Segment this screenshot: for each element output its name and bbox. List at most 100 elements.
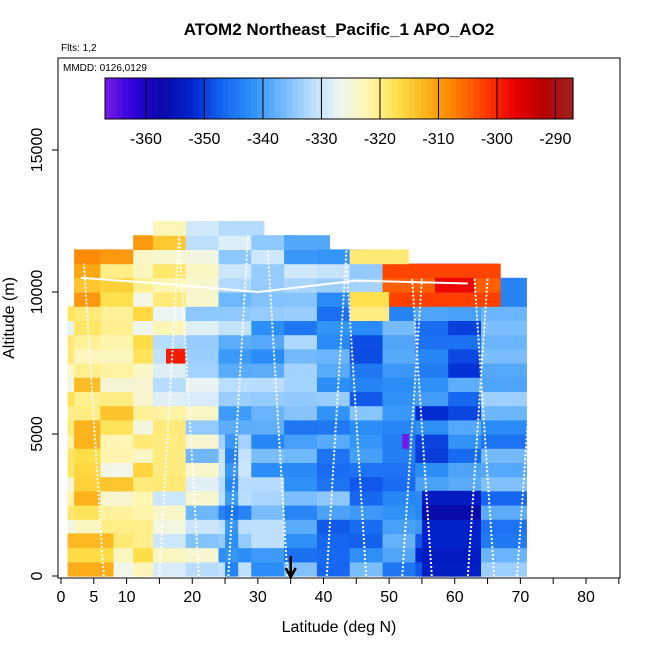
colorbar-frame xyxy=(104,77,574,120)
colorbar-swatch xyxy=(485,78,492,119)
colorbar-swatch xyxy=(555,78,562,119)
heat-patch-cell xyxy=(225,505,239,520)
heat-cell xyxy=(284,235,331,250)
x-axis: 0 5 10 20 30 40 50 60 70 80 xyxy=(57,578,620,606)
colorbar-swatch xyxy=(461,78,469,119)
colorbar-swatch xyxy=(163,78,170,119)
colorbar-swatch xyxy=(204,78,211,119)
colorbar-swatch xyxy=(239,78,246,119)
colorbar-swatch xyxy=(251,78,258,119)
y-axis: 0 5000 10000 15000 xyxy=(29,128,58,580)
flight-track-level-line xyxy=(80,276,468,294)
heat-cell xyxy=(481,462,527,478)
flight-track-line xyxy=(82,263,105,577)
heat-patch-cell xyxy=(225,561,239,577)
heat-cell xyxy=(481,391,527,407)
colorbar-swatch xyxy=(526,78,533,119)
colorbar-swatch xyxy=(415,78,422,119)
colorbar-tick-label: -330 xyxy=(305,131,337,148)
heat-patch-cell xyxy=(225,490,239,506)
colorbar-swatch xyxy=(298,78,305,119)
heat-patch-cell xyxy=(402,434,409,449)
colorbar-swatch xyxy=(467,78,475,119)
heat-cell xyxy=(218,221,265,236)
colorbar-swatch xyxy=(491,78,498,119)
heat-cell xyxy=(481,306,527,321)
flight-track-line xyxy=(266,249,289,577)
colorbar-swatch xyxy=(315,78,323,119)
dates-label: MMDD: 0126,0129 xyxy=(63,63,147,74)
colorbar-swatch xyxy=(286,78,293,119)
flight-tracks xyxy=(80,235,538,577)
heat-patch-cell xyxy=(349,306,390,321)
heat-cell xyxy=(481,334,527,350)
colorbar-swatch xyxy=(450,78,457,119)
colorbar-swatch xyxy=(508,78,516,119)
heat-cell xyxy=(481,363,527,378)
colorbar-swatch xyxy=(245,78,252,119)
heat-patch-cell xyxy=(349,292,390,307)
colorbar-swatch xyxy=(210,78,217,119)
colorbar-swatch xyxy=(362,78,369,119)
y-tick-label: 0 xyxy=(29,571,46,580)
heat-patch-cell xyxy=(435,277,475,293)
heat-patch-cell xyxy=(225,476,239,492)
heat-cell xyxy=(481,377,527,392)
heat-cell xyxy=(481,505,527,520)
colorbar-swatch xyxy=(567,78,574,119)
x-tick-label: 70 xyxy=(511,589,529,606)
flight-track-line xyxy=(325,249,348,577)
colorbar-tick-label: -350 xyxy=(188,131,220,148)
x-tick-label: 0 xyxy=(57,589,66,606)
y-tick-label: 15000 xyxy=(29,128,46,173)
heat-patch-cell xyxy=(225,533,239,549)
heat-patch-cell xyxy=(421,533,481,549)
colorbar-swatch xyxy=(192,78,200,119)
heat-cell xyxy=(481,320,527,336)
colorbar-swatch xyxy=(339,78,346,119)
heat-patch-cell xyxy=(421,490,481,506)
y-axis-label: Altitude (m) xyxy=(1,277,18,359)
colorbar-swatch xyxy=(385,78,393,119)
heat-patch-cell xyxy=(421,561,481,577)
colorbar-swatch xyxy=(105,78,112,119)
colorbar-swatch xyxy=(122,78,129,119)
colorbar-swatch xyxy=(151,78,159,119)
heat-patch-cell xyxy=(225,434,239,449)
colorbar-swatch xyxy=(356,78,363,119)
colorbar-swatch xyxy=(181,78,188,119)
colorbar-swatch xyxy=(438,78,445,119)
colorbar-swatch xyxy=(532,78,539,119)
colorbar-tick-label: -320 xyxy=(364,131,396,148)
heat-cell xyxy=(481,448,527,463)
colorbar-swatch xyxy=(409,78,416,119)
colorbar-swatch xyxy=(128,78,135,119)
colorbar-tick-label: -360 xyxy=(130,131,162,148)
colorbar-swatch xyxy=(140,78,147,119)
heat-cell xyxy=(481,419,527,435)
x-tick-label: 30 xyxy=(249,589,267,606)
heatmap-layer xyxy=(67,221,527,577)
heat-cell xyxy=(481,490,527,506)
flight-track-line xyxy=(227,235,250,577)
colorbar-swatch xyxy=(397,78,404,119)
colorbar-swatch xyxy=(444,78,451,119)
colorbar-swatch xyxy=(169,78,176,119)
flight-track-line xyxy=(411,277,433,577)
plot-frame xyxy=(57,57,621,579)
colorbar-swatch xyxy=(175,78,182,119)
colorbar-swatch xyxy=(344,78,352,119)
colorbar-swatch xyxy=(368,78,375,119)
heat-patch-cell xyxy=(349,249,409,265)
colorbar-swatch xyxy=(216,78,223,119)
marker-head xyxy=(284,567,297,580)
flight-track-line xyxy=(158,235,181,577)
heat-patch-cell xyxy=(67,561,114,577)
colorbar-swatch xyxy=(420,78,428,119)
heat-patch-cell xyxy=(421,547,481,563)
colorbar-swatch xyxy=(456,78,463,119)
colorbar-swatch xyxy=(502,78,510,119)
colorbar-swatch xyxy=(309,78,317,119)
x-tick-label: 60 xyxy=(446,589,464,606)
